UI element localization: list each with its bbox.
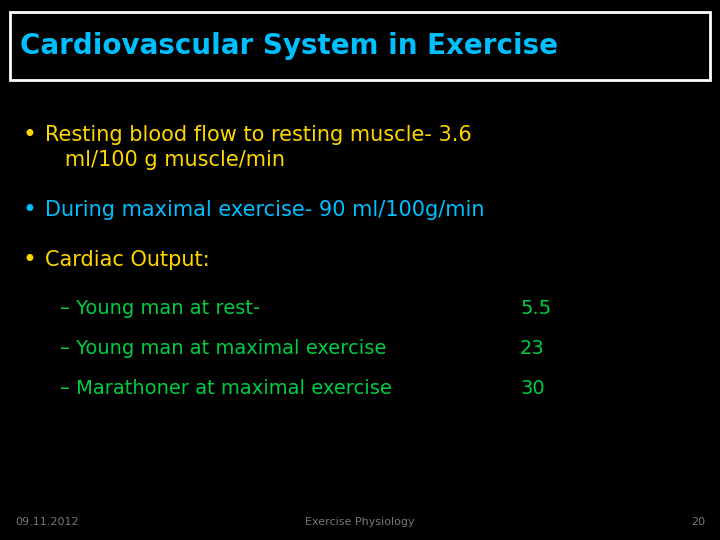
Text: ml/100 g muscle/min: ml/100 g muscle/min [45, 150, 285, 170]
Text: 30: 30 [520, 379, 544, 397]
Text: Cardiac Output:: Cardiac Output: [45, 250, 210, 270]
Text: 09.11.2012: 09.11.2012 [15, 517, 78, 527]
Text: Resting blood flow to resting muscle- 3.6: Resting blood flow to resting muscle- 3.… [45, 125, 472, 145]
Text: Exercise Physiology: Exercise Physiology [305, 517, 415, 527]
Text: – Young man at rest-: – Young man at rest- [60, 299, 260, 318]
Text: 20: 20 [691, 517, 705, 527]
Text: – Young man at maximal exercise: – Young man at maximal exercise [60, 339, 387, 357]
Text: •: • [22, 248, 36, 272]
Text: •: • [22, 123, 36, 147]
Text: Cardiovascular System in Exercise: Cardiovascular System in Exercise [20, 32, 558, 60]
Text: During maximal exercise- 90 ml/100g/min: During maximal exercise- 90 ml/100g/min [45, 200, 485, 220]
FancyBboxPatch shape [10, 12, 710, 80]
Text: 23: 23 [520, 339, 545, 357]
Text: 5.5: 5.5 [520, 299, 552, 318]
Text: – Marathoner at maximal exercise: – Marathoner at maximal exercise [60, 379, 392, 397]
Text: •: • [22, 198, 36, 222]
